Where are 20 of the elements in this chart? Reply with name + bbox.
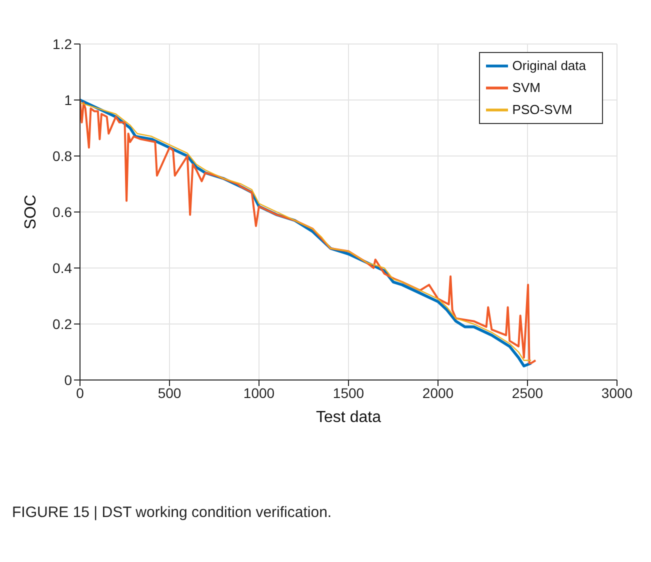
legend-label: SVM: [512, 80, 540, 96]
x-axis-title: Test data: [316, 409, 382, 426]
y-tick-label: 1.2: [52, 36, 72, 52]
x-tick-label: 500: [158, 384, 182, 401]
y-tick-label: 0.4: [52, 260, 72, 276]
x-tick-label: 2000: [422, 384, 454, 401]
legend-label: PSO-SVM: [512, 102, 572, 118]
y-tick-label: 0.8: [52, 148, 72, 164]
x-tick-label: 1500: [332, 384, 364, 401]
y-axis-title: SOC: [22, 194, 40, 230]
x-tick-label: 2500: [512, 384, 544, 401]
legend-label: Original data: [512, 58, 586, 74]
caption: FIGURE 15 | DST working condition verification.: [11, 504, 333, 521]
x-tick-label: 0: [76, 384, 84, 401]
y-tick-label: 0: [64, 372, 72, 388]
y-tick-label: 0.6: [52, 204, 72, 220]
y-tick-label: 1: [64, 92, 72, 108]
x-tick-label: 1000: [243, 384, 275, 401]
x-tick-label: 3000: [601, 384, 633, 401]
y-tick-label: 0.2: [52, 316, 72, 332]
